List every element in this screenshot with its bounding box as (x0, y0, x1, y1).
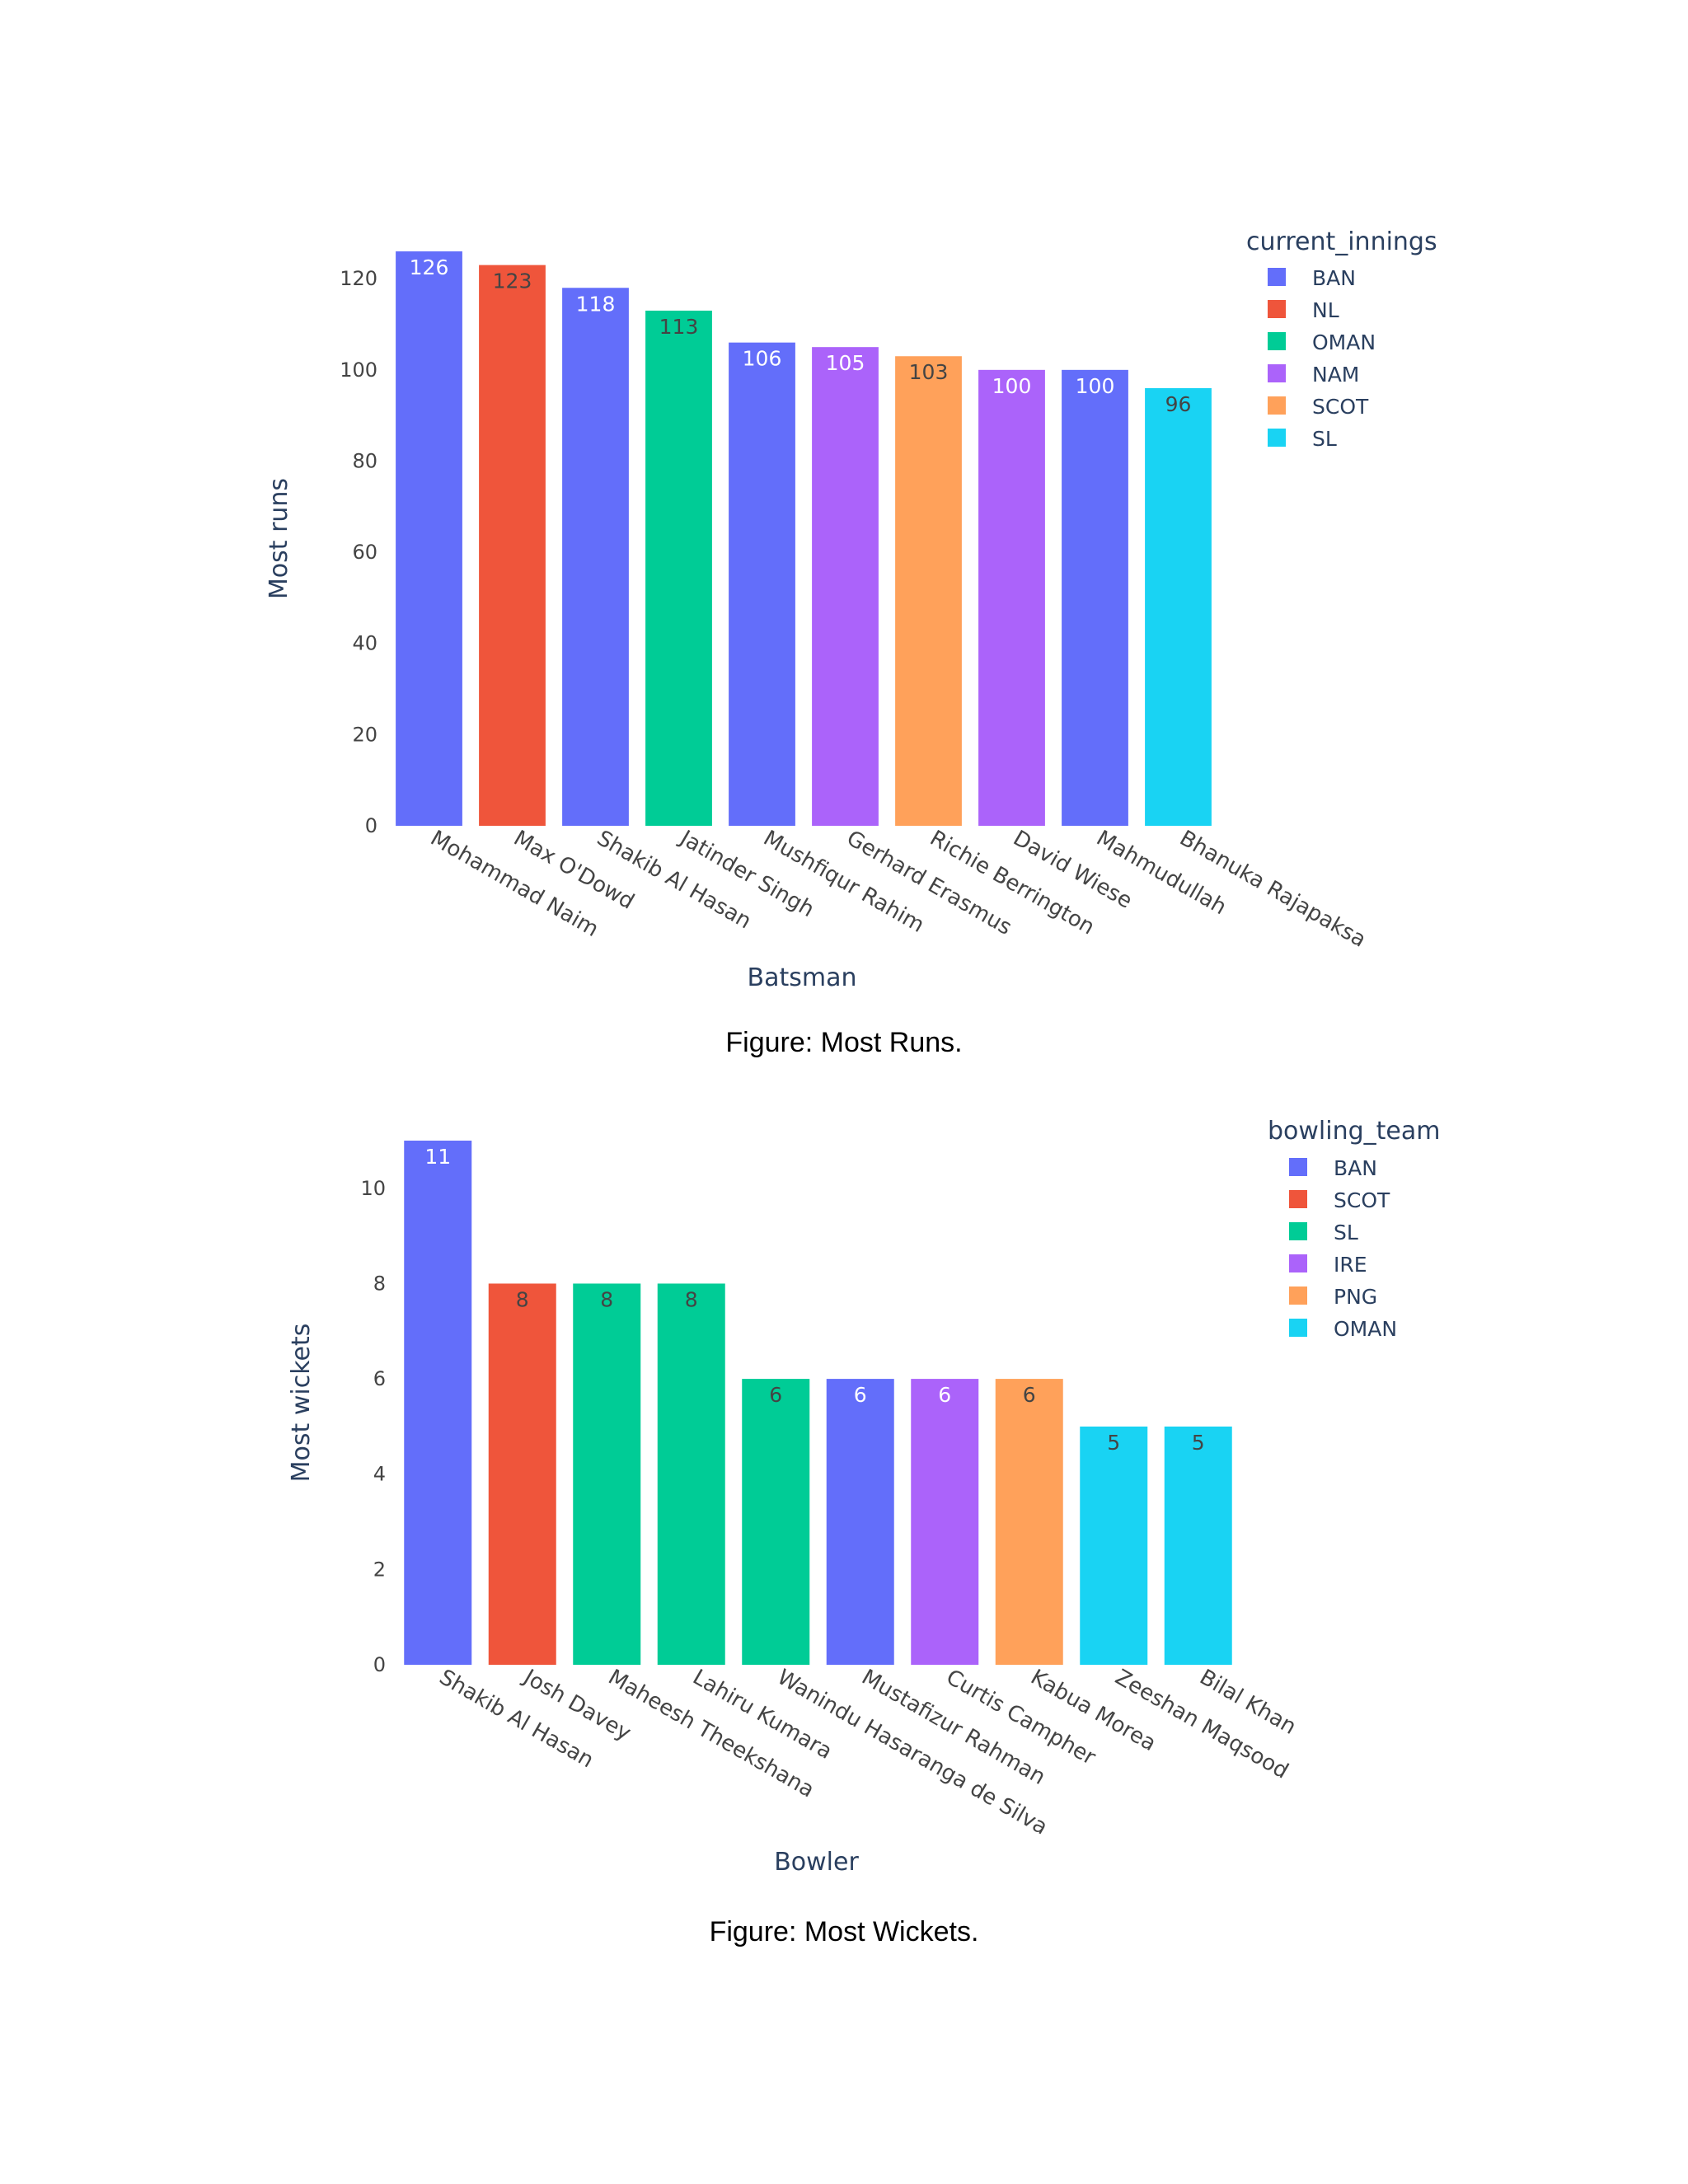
bar-value-label: 6 (1023, 1383, 1036, 1407)
bar-richie-berrington (895, 356, 962, 826)
y-tick-label: 6 (373, 1367, 386, 1390)
bar-value-label: 118 (576, 292, 616, 316)
most-runs-caption: Figure: Most Runs. (725, 1027, 962, 1058)
bar-value-label: 106 (743, 347, 782, 371)
bar-value-label: 5 (1107, 1431, 1120, 1455)
most-wickets-caption: Figure: Most Wickets. (710, 1916, 979, 1947)
bar-wanindu-hasaranga-de-silva (742, 1379, 810, 1665)
legend-label-nl: NL (1312, 298, 1339, 322)
bar-value-label: 8 (516, 1287, 529, 1311)
legend-label-oman: OMAN (1312, 330, 1376, 354)
bar-mahmudullah (1062, 369, 1128, 826)
y-tick-label: 10 (360, 1177, 386, 1200)
bar-value-label: 6 (854, 1383, 867, 1407)
y-axis-title: Most runs (265, 478, 293, 599)
bar-lahiru-kumara (657, 1283, 725, 1665)
legend-swatch-ban (1289, 1158, 1307, 1176)
legend-label-scot: SCOT (1312, 395, 1369, 419)
bar-value-label: 8 (685, 1287, 698, 1311)
legend-label-nam: NAM (1312, 363, 1359, 387)
legend-label-scot: SCOT (1334, 1188, 1390, 1212)
legend-swatch-scot (1289, 1190, 1307, 1208)
x-axis-title: Batsman (748, 963, 857, 992)
bar-mustafizur-rahman (826, 1379, 894, 1665)
y-tick-label: 120 (340, 267, 377, 290)
legend-swatch-nl (1268, 300, 1286, 318)
bar-value-label: 6 (769, 1383, 782, 1407)
bar-value-label: 8 (600, 1287, 613, 1311)
bar-mohammad-naim (396, 251, 462, 826)
legend-swatch-oman (1268, 332, 1286, 350)
bar-shakib-al-hasan (562, 288, 629, 826)
y-tick-label: 8 (373, 1272, 386, 1295)
bar-david-wiese (978, 369, 1045, 826)
y-tick-label: 0 (373, 1653, 386, 1676)
legend-label-sl: SL (1312, 427, 1337, 451)
bar-bilal-khan (1164, 1426, 1232, 1665)
y-tick-label: 4 (373, 1463, 386, 1486)
legend-swatch-ban (1268, 268, 1286, 286)
y-tick-label: 40 (352, 632, 377, 655)
legend-label-oman: OMAN (1334, 1317, 1397, 1341)
bar-value-label: 100 (1076, 374, 1115, 398)
bar-value-label: 103 (909, 360, 949, 384)
bar-value-label: 96 (1165, 392, 1192, 416)
legend-label-ire: IRE (1334, 1253, 1367, 1277)
y-tick-label: 80 (352, 449, 377, 472)
y-tick-label: 20 (352, 723, 377, 746)
legend-swatch-sl (1268, 429, 1286, 447)
bar-josh-davey (488, 1283, 556, 1665)
legend-label-sl: SL (1334, 1221, 1358, 1244)
bar-mushfiqur-rahim (729, 342, 795, 827)
bar-gerhard-erasmus (812, 347, 879, 827)
legend-swatch-scot (1268, 396, 1286, 415)
bar-value-label: 5 (1192, 1431, 1205, 1455)
legend-label-png: PNG (1334, 1285, 1377, 1309)
bar-curtis-campher (911, 1379, 979, 1665)
bar-value-label: 113 (659, 315, 699, 339)
legend-swatch-sl (1289, 1222, 1307, 1240)
x-axis-title: Bowler (774, 1848, 859, 1877)
y-tick-label: 60 (352, 541, 377, 564)
bar-maheesh-theekshana (573, 1283, 641, 1665)
legend-label-ban: BAN (1312, 266, 1356, 290)
bar-value-label: 126 (410, 255, 449, 279)
bar-max-o-dowd (479, 265, 546, 827)
legend-title: bowling_team (1268, 1117, 1441, 1146)
bar-jatinder-singh (645, 310, 712, 826)
most-wickets-chart: Figure: Most Wickets. 0 2 4 6 8 10 11 Shakib Al… (287, 1117, 1441, 1947)
y-tick-label: 0 (365, 814, 377, 837)
legend-label-ban: BAN (1334, 1156, 1377, 1180)
legend-swatch-ire (1289, 1254, 1307, 1272)
legend-swatch-png (1289, 1286, 1307, 1305)
x-tick-label: Shakib Al Hasan (435, 1665, 598, 1773)
legend-title: current_innings (1246, 227, 1437, 256)
legend-swatch-nam (1268, 364, 1286, 382)
bar-bhanuka-rajapaksa (1145, 387, 1212, 826)
bar-value-label: 105 (826, 351, 865, 375)
bar-value-label: 11 (424, 1145, 451, 1169)
y-axis-title: Most wickets (287, 1324, 316, 1483)
bar-zeeshan-maqsood (1080, 1426, 1148, 1665)
bar-kabua-morea (995, 1379, 1063, 1665)
bar-shakib-al-hasan (404, 1141, 472, 1665)
y-tick-label: 100 (340, 359, 377, 382)
legend-swatch-oman (1289, 1319, 1307, 1337)
bar-value-label: 123 (493, 269, 532, 293)
bar-value-label: 100 (992, 374, 1032, 398)
bar-value-label: 6 (938, 1383, 951, 1407)
y-tick-label: 2 (373, 1558, 386, 1581)
